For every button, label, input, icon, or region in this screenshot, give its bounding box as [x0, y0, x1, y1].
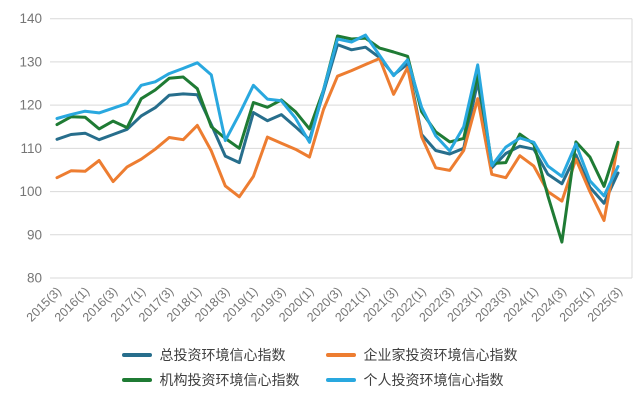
- legend-label-institution: 机构投资环境信心指数: [159, 372, 300, 388]
- legend-item-individual: 个人投资环境信心指数: [325, 371, 518, 389]
- legend-label-entrepreneur: 企业家投资环境信心指数: [363, 347, 518, 363]
- legend-item-total: 总投资环境信心指数: [121, 346, 300, 364]
- y-tick-label: 100: [19, 184, 42, 199]
- legend-swatch-individual: [325, 378, 356, 382]
- y-tick-label: 140: [19, 11, 42, 26]
- series-line-个人投资环境信心指数: [55, 33, 620, 198]
- series-line-企业家投资环境信心指数: [55, 57, 620, 222]
- series-line-机构投资环境信心指数: [55, 34, 620, 244]
- y-tick-label: 120: [19, 98, 42, 113]
- legend-item-entrepreneur: 企业家投资环境信心指数: [325, 346, 518, 364]
- y-tick-label: 90: [27, 227, 42, 242]
- legend-item-institution: 机构投资环境信心指数: [121, 371, 300, 389]
- legend-swatch-institution: [121, 378, 152, 382]
- y-tick-label: 110: [20, 141, 42, 156]
- legend-swatch-entrepreneur: [325, 353, 356, 357]
- legend: 总投资环境信心指数 企业家投资环境信心指数 机构投资环境信心指数 个人投资环境信…: [0, 346, 639, 389]
- y-tick-label: 130: [19, 54, 42, 69]
- series-line-总投资环境信心指数: [55, 43, 620, 205]
- legend-label-total: 总投资环境信心指数: [159, 347, 286, 363]
- legend-label-individual: 个人投资环境信心指数: [363, 372, 504, 388]
- legend-swatch-total: [121, 353, 152, 357]
- plot-area: 80901001101201301402015(3)2016(1)2016(3)…: [19, 11, 633, 325]
- y-tick-label: 80: [27, 271, 42, 286]
